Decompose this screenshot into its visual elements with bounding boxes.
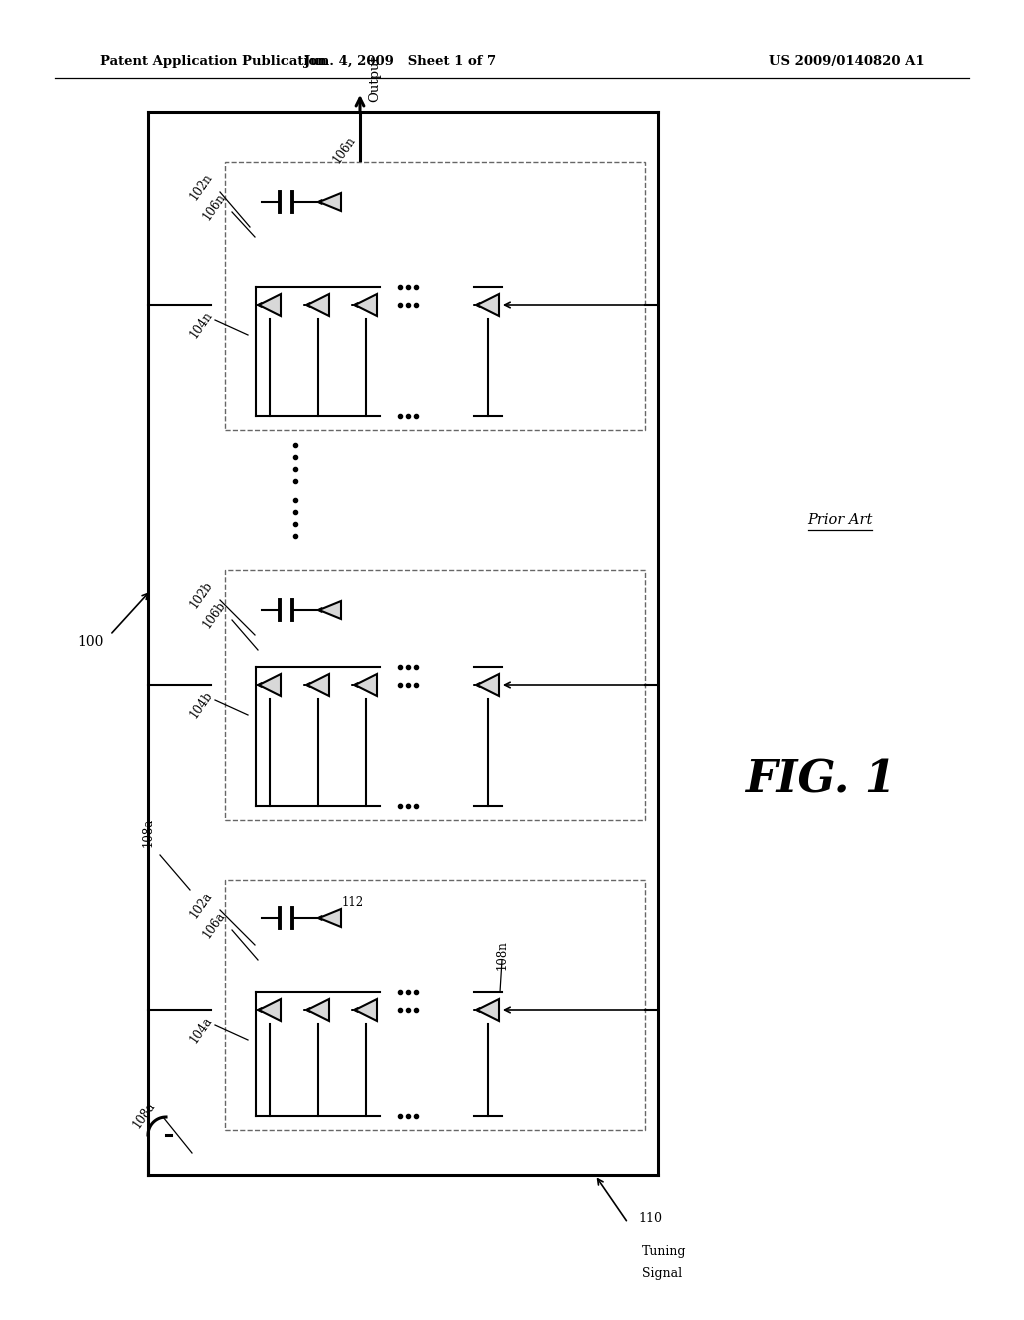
Text: Output: Output bbox=[368, 55, 381, 102]
Text: 112: 112 bbox=[342, 895, 365, 908]
Text: 106a: 106a bbox=[201, 909, 228, 941]
Polygon shape bbox=[319, 601, 341, 619]
Text: 108a: 108a bbox=[142, 817, 155, 846]
Polygon shape bbox=[259, 294, 281, 315]
Polygon shape bbox=[477, 675, 499, 696]
Text: Jun. 4, 2009   Sheet 1 of 7: Jun. 4, 2009 Sheet 1 of 7 bbox=[304, 55, 496, 69]
Bar bbox=[225, 162, 645, 430]
Polygon shape bbox=[319, 909, 341, 927]
Polygon shape bbox=[477, 294, 499, 315]
Bar bbox=[225, 880, 645, 1130]
Text: 108a: 108a bbox=[131, 1100, 158, 1131]
Polygon shape bbox=[355, 675, 377, 696]
Text: Tuning: Tuning bbox=[642, 1245, 686, 1258]
Polygon shape bbox=[307, 999, 329, 1020]
Text: 104n: 104n bbox=[187, 309, 215, 341]
Text: 110: 110 bbox=[638, 1213, 662, 1225]
Text: US 2009/0140820 A1: US 2009/0140820 A1 bbox=[769, 55, 925, 69]
Text: FIG. 1: FIG. 1 bbox=[744, 759, 895, 801]
Bar bbox=[225, 570, 645, 820]
Polygon shape bbox=[355, 294, 377, 315]
Polygon shape bbox=[307, 294, 329, 315]
Polygon shape bbox=[477, 999, 499, 1020]
Text: Signal: Signal bbox=[642, 1266, 682, 1279]
Text: 108n: 108n bbox=[496, 940, 509, 970]
Text: Patent Application Publication: Patent Application Publication bbox=[100, 55, 327, 69]
Text: 106n: 106n bbox=[330, 135, 358, 166]
Text: Prior Art: Prior Art bbox=[807, 513, 872, 527]
Polygon shape bbox=[259, 675, 281, 696]
Text: 104b: 104b bbox=[187, 689, 215, 721]
Polygon shape bbox=[307, 675, 329, 696]
Polygon shape bbox=[319, 193, 341, 211]
Text: 106n: 106n bbox=[201, 191, 228, 223]
Text: 102n: 102n bbox=[187, 172, 215, 203]
Text: 102a: 102a bbox=[187, 890, 215, 921]
Polygon shape bbox=[355, 999, 377, 1020]
Text: 104a: 104a bbox=[187, 1014, 215, 1045]
Text: 102b: 102b bbox=[187, 579, 215, 611]
Polygon shape bbox=[259, 999, 281, 1020]
Text: 106b: 106b bbox=[200, 599, 228, 631]
Text: 100: 100 bbox=[78, 635, 104, 649]
